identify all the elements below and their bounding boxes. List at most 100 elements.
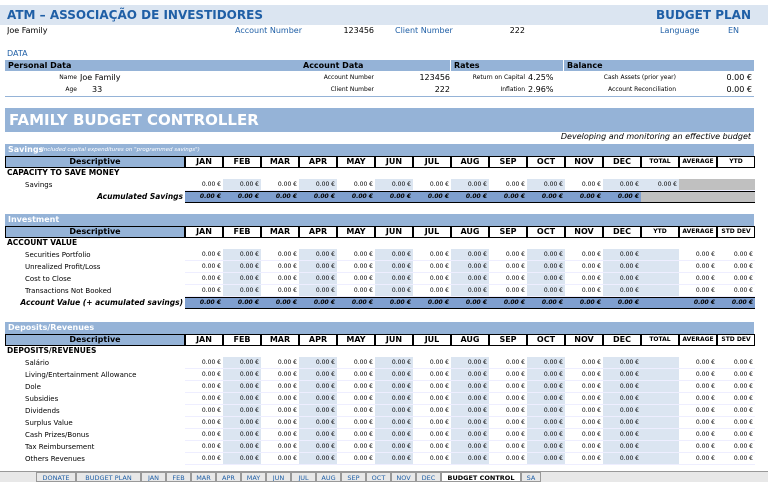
- sheet-tab[interactable]: BUDGET PLAN: [76, 472, 141, 482]
- column-header: FEB: [223, 334, 261, 346]
- cell-value: 0.00 €: [261, 297, 299, 309]
- cell-value: 0.00 €: [451, 357, 489, 369]
- cell-value: 0.00 €: [413, 429, 451, 441]
- cell: [641, 405, 679, 417]
- sheet-tab[interactable]: JAN: [141, 472, 166, 482]
- cell-value: 0.00 €: [717, 297, 755, 309]
- cell-value: 0.00 €: [451, 249, 489, 261]
- sheet-tab[interactable]: SEP: [341, 472, 366, 482]
- cell-value: 0.00 €: [603, 297, 641, 309]
- sheet-tab[interactable]: AUG: [316, 472, 341, 482]
- cell-value: 0.00 €: [489, 297, 527, 309]
- field-label: Inflation: [500, 86, 525, 93]
- total-label: Acumulated Savings: [97, 192, 183, 201]
- cell-value: 0.00 €: [527, 381, 565, 393]
- total-label: Account Value (+ acumulated savings): [20, 298, 183, 307]
- section-note: (Included capital expenditures on "progr…: [40, 147, 200, 153]
- cell-value: 0.00 €: [337, 285, 375, 297]
- column-header: MAR: [261, 156, 299, 168]
- column-header: STD DEV: [717, 334, 755, 346]
- cell-value: 0.00 €: [565, 369, 603, 381]
- cell: [641, 357, 679, 369]
- cell-value: 0.00 €: [603, 357, 641, 369]
- sheet-tab[interactable]: BUDGET CONTROL: [441, 472, 521, 482]
- cell-value: 0.00 €: [375, 453, 413, 465]
- cell-value: 0.00 €: [261, 405, 299, 417]
- title: ATM – ASSOCIAÇÃO DE INVESTIDORES: [7, 8, 263, 22]
- cell-value: 0.00 €: [299, 381, 337, 393]
- cell-value: 0.00 €: [565, 261, 603, 273]
- column-header: SEP: [489, 334, 527, 346]
- field-label: Cash Assets (prior year): [603, 74, 676, 81]
- column-header: MAR: [261, 226, 299, 238]
- group-label: CAPACITY TO SAVE MONEY: [7, 168, 120, 177]
- cell-value: 0.00 €: [451, 261, 489, 273]
- sheet-tab[interactable]: JUN: [266, 472, 291, 482]
- cell: [641, 441, 679, 453]
- column-header: AVERAGE: [679, 156, 717, 168]
- column-header: Descriptive: [5, 226, 185, 238]
- cell-value: 0.00 €: [679, 297, 717, 309]
- tab-nav[interactable]: [2, 472, 32, 482]
- cell-value: 0.00 €: [489, 285, 527, 297]
- cell-value: 0.00 €: [451, 285, 489, 297]
- cell-value: 0.00 €: [375, 273, 413, 285]
- sheet-tab[interactable]: OCT: [366, 472, 391, 482]
- cell-value: 0.00 €: [223, 297, 261, 309]
- cell-value: 0.00 €: [489, 369, 527, 381]
- cell-value: 0.00 €: [375, 441, 413, 453]
- field-label: Name: [59, 74, 77, 81]
- sheet-tab[interactable]: APR: [216, 472, 241, 482]
- cell-value: 0.00 €: [603, 369, 641, 381]
- group-label: ACCOUNT VALUE: [7, 238, 78, 247]
- cell-value: 0.00 €: [375, 393, 413, 405]
- cell-value: 0.00 €: [223, 357, 261, 369]
- column-header: FEB: [223, 156, 261, 168]
- column-header: OCT: [527, 156, 565, 168]
- cell-value: 0.00 €: [223, 381, 261, 393]
- cell-value: 0.00 €: [337, 441, 375, 453]
- cell-value: 0.00 €: [223, 393, 261, 405]
- cell: [641, 273, 679, 285]
- cell-value: 0.00 €: [375, 369, 413, 381]
- cell-value: 0.00 €: [679, 429, 717, 441]
- sheet-tab[interactable]: NOV: [391, 472, 416, 482]
- sheet-tab[interactable]: DEC: [416, 472, 441, 482]
- cell-value: 0.00 €: [489, 381, 527, 393]
- cell-value: 0.00 €: [565, 393, 603, 405]
- column-header: YTD: [641, 226, 679, 238]
- cell-value: 0.00 €: [337, 381, 375, 393]
- column-header: OCT: [527, 226, 565, 238]
- cell-value: 0.00 €: [603, 429, 641, 441]
- cell-value: 0.00 €: [299, 357, 337, 369]
- cell: [717, 191, 755, 203]
- cell-value: 0.00 €: [679, 405, 717, 417]
- cell-value: 0.00 €: [489, 417, 527, 429]
- row-label: Cash Prizes/Bonus: [25, 431, 89, 439]
- cell-value: 0.00 €: [451, 393, 489, 405]
- column-header: OCT: [527, 334, 565, 346]
- cell: [641, 453, 679, 465]
- cell-value: 0.00 €: [679, 381, 717, 393]
- row-label: Savings: [25, 181, 53, 189]
- cell-value: 0.00 €: [489, 405, 527, 417]
- sheet-tab[interactable]: FEB: [166, 472, 191, 482]
- family: Joe Family: [7, 26, 48, 35]
- column-header: DEC: [603, 156, 641, 168]
- cell-value: 0.00 €: [679, 453, 717, 465]
- field-value: 33: [92, 85, 103, 94]
- sheet-tab[interactable]: DONATE: [36, 472, 76, 482]
- sheet-tab[interactable]: MAY: [241, 472, 266, 482]
- row-label: Dividends: [25, 407, 60, 415]
- cell-value: 0.00 €: [375, 357, 413, 369]
- cell-value: 0.00 €: [489, 261, 527, 273]
- cell: [641, 381, 679, 393]
- cell-value: 0.00 €: [375, 405, 413, 417]
- cell-value: 0.00 €: [717, 393, 755, 405]
- cell-value: 0.00 €: [603, 417, 641, 429]
- sheet-tab[interactable]: MAR: [191, 472, 216, 482]
- cell-value: 0.00 €: [185, 441, 223, 453]
- sheet-tab[interactable]: JUL: [291, 472, 316, 482]
- sheet-tab[interactable]: SA: [521, 472, 541, 482]
- section-head: Rates: [451, 60, 563, 71]
